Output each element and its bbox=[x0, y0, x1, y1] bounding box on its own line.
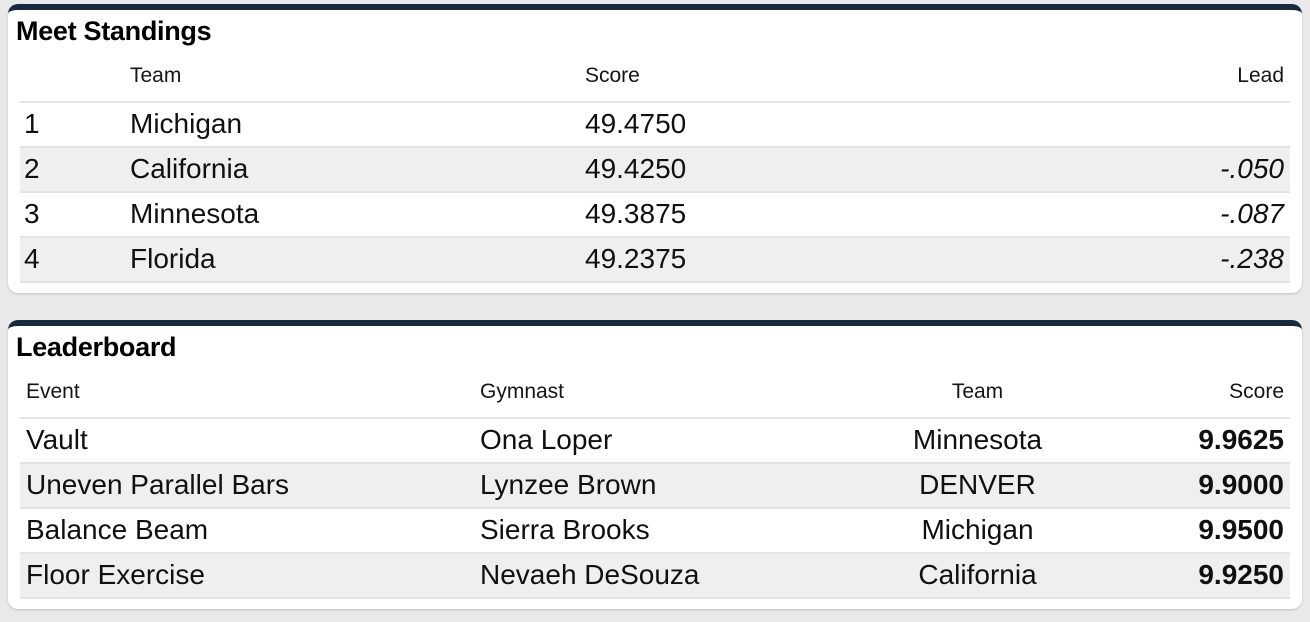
gymnast-score: 9.9500 bbox=[1090, 508, 1290, 555]
rank-value: 3 bbox=[20, 192, 130, 239]
leaderboard-title: Leaderboard bbox=[16, 332, 177, 363]
team-name: Florida bbox=[130, 237, 585, 284]
gymnast-team: California bbox=[865, 553, 1090, 600]
event-name: Vault bbox=[20, 418, 475, 465]
meet-standings-title: Meet Standings bbox=[16, 16, 212, 46]
leaderboard-row: Floor Exercise Nevaeh DeSouza California… bbox=[20, 553, 1290, 600]
lead-value: -.238 bbox=[1000, 237, 1290, 284]
gymnast-score: 9.9250 bbox=[1090, 553, 1290, 600]
rank-value: 4 bbox=[20, 237, 130, 284]
leaderboard-row: Vault Ona Loper Minnesota 9.9625 bbox=[20, 418, 1290, 465]
lead-value: -.050 bbox=[1000, 147, 1290, 194]
gymnast-team: Minnesota bbox=[865, 418, 1090, 465]
leaderboard-header-gymnast: Gymnast bbox=[475, 378, 865, 420]
standings-row: 2 California 49.4250 -.050 bbox=[20, 147, 1290, 194]
meet-standings-table: Team Score Lead 1 Michigan 49.4750 2 Cal… bbox=[20, 62, 1290, 284]
lead-value: -.087 bbox=[1000, 192, 1290, 239]
standings-header-score: Score bbox=[585, 62, 1000, 104]
standings-row: 3 Minnesota 49.3875 -.087 bbox=[20, 192, 1290, 239]
rank-value: 1 bbox=[20, 102, 130, 149]
team-score: 49.2375 bbox=[585, 237, 1000, 284]
gymnast-name: Ona Loper bbox=[475, 418, 865, 465]
gymnast-name: Nevaeh DeSouza bbox=[475, 553, 865, 600]
standings-row: 1 Michigan 49.4750 bbox=[20, 102, 1290, 149]
leaderboard-header-event: Event bbox=[20, 378, 475, 420]
leaderboard-card: Leaderboard Event Gymnast Team Score Vau… bbox=[8, 320, 1302, 610]
rank-value: 2 bbox=[20, 147, 130, 194]
gymnast-score: 9.9625 bbox=[1090, 418, 1290, 465]
team-score: 49.4250 bbox=[585, 147, 1000, 194]
gymnast-team: DENVER bbox=[865, 463, 1090, 510]
leaderboard-header-team: Team bbox=[865, 378, 1090, 420]
leaderboard-table: Event Gymnast Team Score Vault Ona Loper… bbox=[20, 378, 1290, 600]
event-name: Balance Beam bbox=[20, 508, 475, 555]
team-name: Michigan bbox=[130, 102, 585, 149]
standings-header-rank bbox=[20, 62, 130, 104]
team-score: 49.3875 bbox=[585, 192, 1000, 239]
gymnast-team: Michigan bbox=[865, 508, 1090, 555]
event-name: Uneven Parallel Bars bbox=[20, 463, 475, 510]
team-name: Minnesota bbox=[130, 192, 585, 239]
standings-row: 4 Florida 49.2375 -.238 bbox=[20, 237, 1290, 284]
leaderboard-header-score: Score bbox=[1090, 378, 1290, 420]
standings-header-row: Team Score Lead bbox=[20, 62, 1290, 104]
lead-value bbox=[1000, 102, 1290, 149]
gymnast-score: 9.9000 bbox=[1090, 463, 1290, 510]
meet-standings-card: Meet Standings Team Score Lead 1 Michiga… bbox=[8, 4, 1302, 294]
gymnast-name: Lynzee Brown bbox=[475, 463, 865, 510]
leaderboard-row: Uneven Parallel Bars Lynzee Brown DENVER… bbox=[20, 463, 1290, 510]
team-name: California bbox=[130, 147, 585, 194]
event-name: Floor Exercise bbox=[20, 553, 475, 600]
standings-header-lead: Lead bbox=[1000, 62, 1290, 104]
leaderboard-header-row: Event Gymnast Team Score bbox=[20, 378, 1290, 420]
gymnast-name: Sierra Brooks bbox=[475, 508, 865, 555]
standings-header-team: Team bbox=[130, 62, 585, 104]
leaderboard-row: Balance Beam Sierra Brooks Michigan 9.95… bbox=[20, 508, 1290, 555]
team-score: 49.4750 bbox=[585, 102, 1000, 149]
